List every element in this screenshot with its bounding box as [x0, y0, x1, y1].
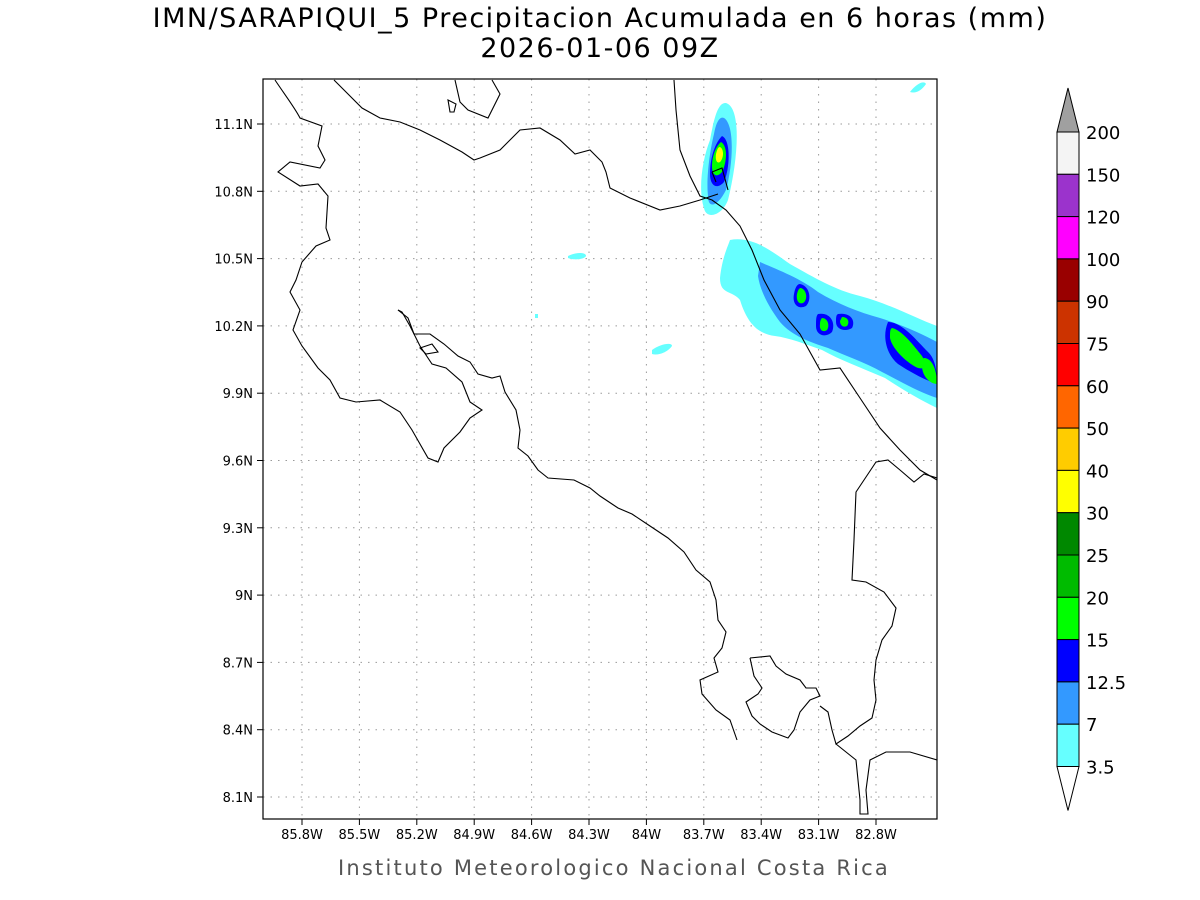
- precip-blob-green-e: [922, 358, 937, 384]
- footer-credit: Instituto Meteorologico Nacional Costa R…: [338, 856, 890, 880]
- precip-speck-a: [568, 253, 586, 260]
- precip-blob-green-c: [840, 317, 849, 327]
- chart-title: IMN/SARAPIQUI_5 Precipitacion Acumulada …: [0, 4, 1200, 64]
- lon-tick-label: 84.6W: [511, 828, 553, 843]
- colorbar-swatch: [1056, 596, 1080, 641]
- northern-border: [333, 79, 719, 211]
- precip-speck-b: [652, 343, 672, 355]
- precip-cell-north-yellow: [715, 147, 723, 163]
- map-plot-area: [263, 79, 937, 819]
- lat-tick-label: 11.1N: [214, 118, 253, 133]
- burica-coast: [835, 743, 937, 815]
- colorbar-level-label: 7: [1086, 715, 1097, 736]
- map-frame: [262, 78, 938, 820]
- lat-tick-label: 8.4N: [223, 724, 253, 739]
- caribbean-inlet: [711, 167, 729, 191]
- coastline: [274, 79, 937, 815]
- lon-tick-label: 84.9W: [453, 828, 495, 843]
- colorbar-swatch: [1056, 512, 1080, 556]
- colorbar-level-label: 200: [1086, 123, 1120, 144]
- axis-ticks: 85.8W 85.5W 85.2W 84.9W 84.6W 84.3W 84W 83.7W 83…: [214, 118, 897, 843]
- lon-tick-label: 83.7W: [683, 828, 725, 843]
- lat-tick-label: 10.5N: [214, 253, 253, 268]
- colorbar-level-label: 3.5: [1086, 758, 1115, 779]
- colorbar-level-label: 90: [1086, 292, 1109, 313]
- lat-tick-label: 10.8N: [214, 185, 253, 200]
- precip-blob-green-d: [890, 328, 925, 369]
- lat-tick-label: 10.2N: [214, 320, 253, 335]
- nicoya-gulf-coast: [397, 309, 738, 741]
- precip-speck-d: [910, 82, 926, 93]
- nicaragua-border: [454, 79, 501, 119]
- colorbar-level-label: 120: [1086, 208, 1120, 229]
- colorbar-swatch: [1056, 343, 1080, 387]
- lon-tick-label: 85.2W: [396, 828, 438, 843]
- colorbar-swatch: [1056, 216, 1080, 260]
- colorbar-max-arrow: [1056, 87, 1080, 133]
- lake-island: [447, 99, 457, 113]
- precip-blob-green-b: [819, 318, 829, 332]
- lon-tick-label: 84W: [632, 828, 662, 843]
- colorbar-swatch: [1056, 173, 1080, 218]
- colorbar-level-label: 40: [1086, 461, 1109, 482]
- colorbar-swatch: [1056, 554, 1080, 598]
- colorbar-swatch: [1056, 681, 1080, 725]
- lat-tick-label: 8.1N: [223, 791, 253, 806]
- colorbar-swatch: [1056, 469, 1080, 514]
- colorbar-swatch: [1056, 300, 1080, 345]
- colorbar-level-label: 20: [1086, 588, 1109, 609]
- precipitation-field: [535, 82, 937, 408]
- lon-tick-label: 83.4W: [740, 828, 782, 843]
- colorbar-level-label: 75: [1086, 335, 1109, 356]
- precip-speck-c: [535, 314, 538, 318]
- colorbar: 200 150 120 100 90 75 60 50 40 30 25 20 15 12.5 7 3.5: [1056, 87, 1126, 811]
- southern-coast: [819, 459, 937, 745]
- colorbar-level-label: 50: [1086, 419, 1109, 440]
- colorbar-level-label: 15: [1086, 631, 1109, 652]
- title-line-1: IMN/SARAPIQUI_5 Precipitacion Acumulada …: [152, 3, 1048, 34]
- colorbar-swatch: [1056, 427, 1080, 471]
- lat-tick-label: 9.9N: [223, 387, 253, 402]
- lon-tick-label: 84.3W: [568, 828, 610, 843]
- colorbar-swatch: [1056, 258, 1080, 302]
- pacific-coastline: [274, 79, 483, 463]
- title-line-2: 2026-01-06 09Z: [480, 33, 720, 64]
- lon-tick-label: 85.8W: [281, 828, 323, 843]
- colorbar-level-label: 12.5: [1086, 673, 1126, 694]
- colorbar-level-label: 60: [1086, 377, 1109, 398]
- colorbar-level-label: 25: [1086, 546, 1109, 567]
- colorbar-min-arrow: [1056, 766, 1080, 811]
- lat-tick-label: 9.3N: [223, 522, 253, 537]
- nicoya-island: [418, 343, 439, 355]
- precip-blob-green-a: [796, 288, 807, 304]
- colorbar-swatch: [1056, 639, 1080, 683]
- colorbar-level-label: 100: [1086, 250, 1120, 271]
- colorbar-swatch: [1056, 723, 1080, 768]
- colorbar-level-label: 150: [1086, 165, 1120, 186]
- osa-peninsula-coast: [745, 655, 821, 739]
- lon-tick-label: 85.5W: [338, 828, 380, 843]
- lat-tick-label: 9N: [235, 589, 253, 604]
- lon-tick-label: 82.8W: [855, 828, 897, 843]
- lat-tick-label: 9.6N: [223, 455, 253, 470]
- colorbar-level-label: 30: [1086, 504, 1109, 525]
- colorbar-swatch: [1056, 131, 1080, 175]
- colorbar-swatch: [1056, 385, 1080, 429]
- caribbean-coastline: [673, 79, 937, 481]
- lon-tick-label: 83.1W: [798, 828, 840, 843]
- lat-tick-label: 8.7N: [223, 656, 253, 671]
